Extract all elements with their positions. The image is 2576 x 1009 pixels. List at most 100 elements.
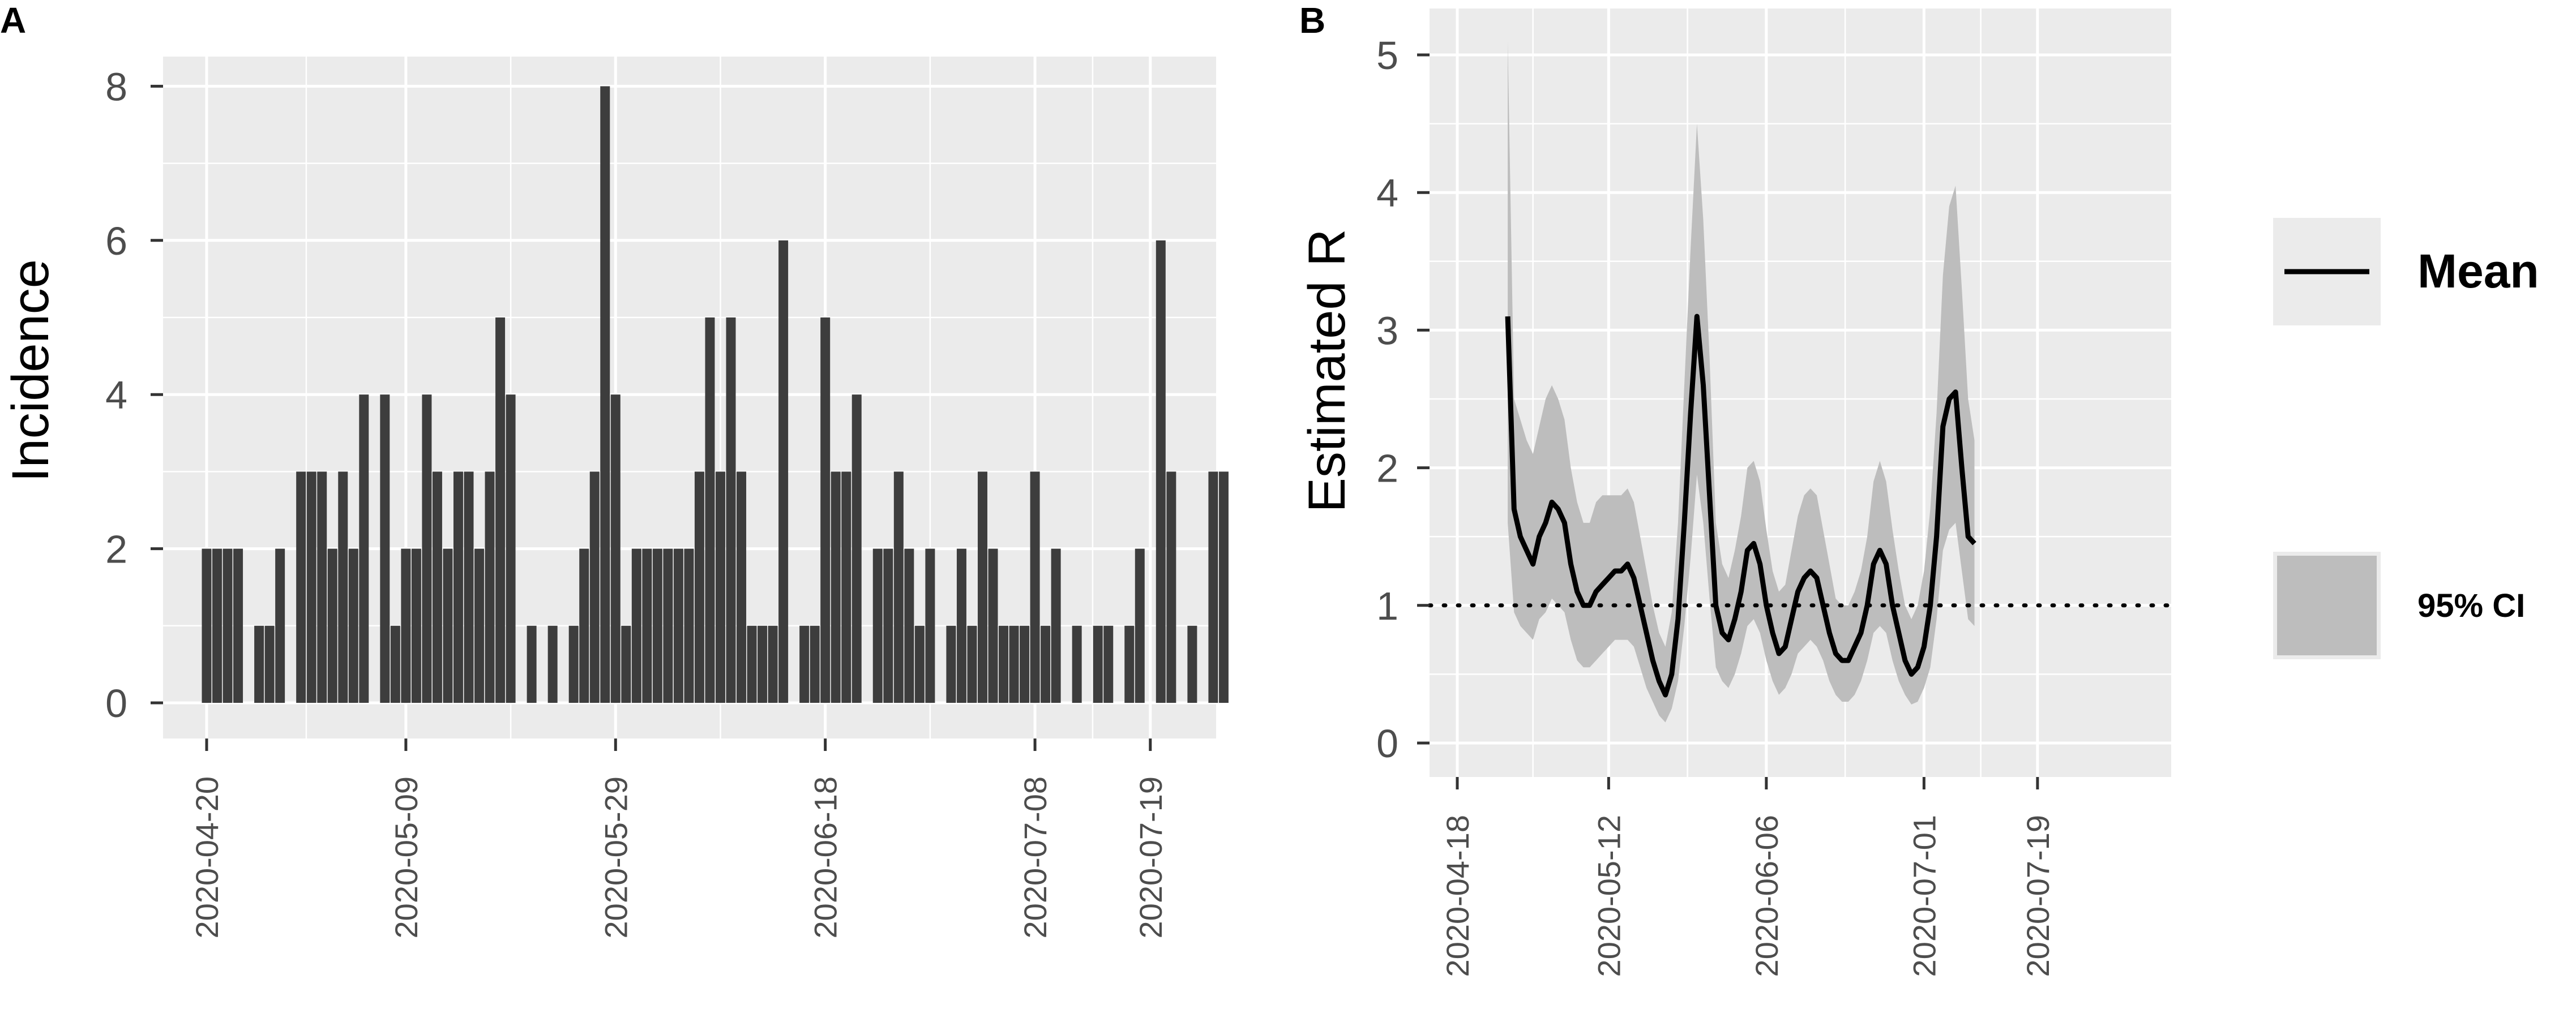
bar: [1093, 625, 1103, 703]
bar: [348, 548, 358, 703]
bar: [317, 471, 327, 703]
bar: [401, 548, 411, 703]
panel-a-y-axis-title: Incidence: [2, 259, 59, 482]
bar: [988, 548, 998, 703]
bar: [338, 471, 348, 703]
bar: [914, 625, 925, 703]
panel-a-bars: [202, 86, 1229, 703]
bar: [600, 86, 610, 703]
panel-a-letter: A: [0, 0, 26, 41]
bar: [495, 317, 506, 703]
panel-b-y-tick-label: 4: [1376, 171, 1398, 215]
bar: [485, 471, 495, 703]
bar: [1187, 625, 1197, 703]
panel-b-x-tick-label: 2020-07-01: [1906, 815, 1942, 977]
bar: [768, 625, 778, 703]
bar: [432, 471, 442, 703]
bar: [359, 394, 369, 703]
panel-b-letter: B: [1299, 0, 1325, 41]
panel-b-y-axis: 0 1 2 3 4 5: [1376, 33, 1430, 766]
bar: [527, 625, 537, 703]
bar: [1218, 471, 1229, 703]
bar: [872, 548, 883, 703]
panel-a-y-axis: 0 2 4 6 8: [105, 65, 163, 725]
bar: [474, 548, 485, 703]
panel-b-legend: Mean 95% CI: [2273, 218, 2539, 659]
bar: [946, 625, 956, 703]
bar: [547, 625, 558, 703]
bar: [904, 548, 914, 703]
bar: [264, 625, 275, 703]
panel-b-x-tick-label: 2020-06-06: [1749, 815, 1785, 977]
panel-b-y-axis-title: Estimated R: [1298, 229, 1356, 512]
panel-b-y-tick-label: 0: [1376, 722, 1398, 766]
bar: [1051, 548, 1061, 703]
bar: [1041, 625, 1051, 703]
bar: [694, 471, 704, 703]
panel-a-x-tick-label: 2020-07-08: [1017, 776, 1053, 938]
bar: [810, 625, 820, 703]
ci-band: [1508, 41, 1975, 723]
bar: [893, 471, 904, 703]
bar: [422, 394, 432, 703]
bar: [820, 317, 831, 703]
panel-b-x-tick-label: 2020-04-18: [1440, 815, 1475, 977]
bar: [589, 471, 600, 703]
bar: [715, 471, 725, 703]
bar: [684, 548, 694, 703]
panel-a-x-axis: 2020-04-20 2020-05-09 2020-05-29 2020-06-18…: [189, 738, 1169, 938]
bar: [380, 394, 390, 703]
bar: [464, 471, 474, 703]
panel-a-x-tick-label: 2020-06-18: [808, 776, 844, 938]
legend-ci-key-swatch: [2277, 556, 2377, 655]
bar: [737, 471, 747, 703]
bar: [663, 548, 673, 703]
bar: [254, 625, 264, 703]
bar: [1135, 548, 1145, 703]
bar: [673, 548, 683, 703]
bar: [1208, 471, 1218, 703]
bar: [1072, 625, 1082, 703]
panel-b-x-axis: 2020-04-18 2020-05-12 2020-06-06 2020-07-01…: [1440, 777, 2056, 977]
bar: [202, 548, 212, 703]
bar: [1030, 471, 1040, 703]
bar: [579, 548, 589, 703]
panel-a-y-tick-label: 8: [105, 65, 127, 109]
legend-ci-label: 95% CI: [2417, 587, 2525, 624]
bar: [778, 240, 789, 703]
bar: [652, 548, 662, 703]
bar: [999, 625, 1009, 703]
bar: [925, 548, 935, 703]
panel-b-x-tick-label: 2020-07-19: [2020, 815, 2056, 977]
bar: [453, 471, 463, 703]
legend-mean-label: Mean: [2417, 244, 2539, 298]
bar: [443, 548, 453, 703]
bar: [1009, 625, 1019, 703]
panel-a-y-tick-label: 6: [105, 219, 127, 263]
panel-a-y-tick-label: 2: [105, 527, 127, 572]
bar: [222, 548, 233, 703]
bar: [610, 394, 621, 703]
panel-b-x-tick-label: 2020-05-12: [1591, 815, 1627, 977]
mean-line: [1505, 314, 1976, 698]
bar: [967, 625, 977, 703]
panel-a-x-tick-label: 2020-05-29: [598, 776, 634, 938]
panel-b-confidence-band: [1427, 41, 2173, 723]
bar: [390, 625, 400, 703]
bar: [747, 625, 757, 703]
bar: [568, 625, 579, 703]
panel-a-y-tick-label: 4: [105, 373, 127, 417]
bar: [726, 317, 736, 703]
bar: [705, 317, 715, 703]
bar: [296, 471, 306, 703]
bar: [327, 548, 337, 703]
bar: [977, 471, 987, 703]
bar: [758, 625, 768, 703]
bar: [1103, 625, 1114, 703]
panel-b-mean-line: [1505, 314, 1976, 698]
panel-b-y-tick-label: 1: [1376, 584, 1398, 628]
panel-a-x-tick-label: 2020-05-09: [388, 776, 424, 938]
bar: [883, 548, 893, 703]
